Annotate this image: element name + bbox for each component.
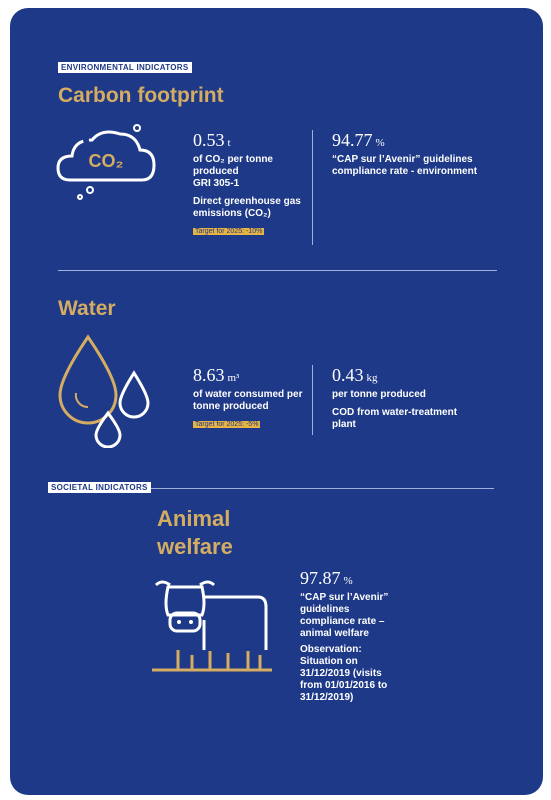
divider: [312, 365, 313, 435]
metric-value-row: 94.77%: [332, 130, 482, 151]
metric-value-row: 0.53 t: [193, 130, 305, 151]
metric-value: 97.87: [300, 568, 341, 588]
metric-text: of water consumed per tonne produced: [193, 389, 303, 412]
divider: [312, 130, 313, 245]
metric-detail: Situation on 31/12/2019 (visits from 01/…: [300, 656, 388, 703]
section-title: Water: [58, 297, 116, 320]
icon-text: CO₂: [89, 151, 124, 171]
separator: [58, 270, 497, 271]
metric-unit: t: [227, 137, 231, 149]
metric-detail: COD from water-treatment plant: [332, 407, 458, 430]
metric-value: 0.53: [193, 130, 225, 150]
metric-unit: m³: [227, 372, 240, 384]
metric-text: of CO₂ per tonne produced: [193, 154, 273, 177]
separator: [48, 488, 494, 489]
metric-text: “CAP sur l’Avenir” guidelines compliance…: [332, 154, 478, 177]
section-label: SOCIETAL INDICATORS: [48, 482, 151, 493]
co2-icon: CO₂: [56, 124, 156, 200]
metric-note: Observation:: [300, 644, 362, 655]
metric-target: Target for 2025: -10%: [193, 228, 265, 235]
metric: 8.63 m³ of water consumed per tonne produ…: [193, 365, 305, 431]
metric: 0.43 kg per tonne produced COD from water…: [332, 365, 482, 431]
metric-text: “CAP sur l’Avenir” guidelines compliance…: [300, 592, 389, 639]
metric: 97.87% “CAP sur l’Avenir” guidelines com…: [300, 568, 410, 704]
section-title: Carbon footprint: [58, 84, 224, 107]
section-title: Animal welfare: [157, 506, 233, 559]
metric-value-row: 97.87%: [300, 568, 410, 589]
metric-unit: %: [343, 575, 353, 587]
metric: 0.53 t of CO₂ per tonne produced GRI 305-…: [193, 130, 305, 238]
metric-value: 94.77: [332, 130, 373, 150]
metric-unit: %: [375, 137, 385, 149]
section-label: ENVIRONMENTAL INDICATORS: [58, 62, 192, 73]
metric-value-row: 8.63 m³: [193, 365, 305, 386]
metric-note: GRI 305-1: [193, 178, 240, 189]
metric-detail: Direct greenhouse gas emissions (CO₂): [193, 196, 301, 219]
metric-value-row: 0.43 kg: [332, 365, 482, 386]
metric-unit: kg: [366, 372, 378, 384]
metric-text: per tonne produced: [332, 389, 426, 400]
metric: 94.77% “CAP sur l’Avenir” guidelines com…: [332, 130, 482, 178]
metric-value: 8.63: [193, 365, 225, 385]
card: [10, 8, 543, 795]
water-icon: [58, 334, 150, 448]
metric-value: 0.43: [332, 365, 364, 385]
metric-target: Target for 2025: -5%: [193, 421, 261, 428]
cow-icon: [152, 580, 272, 672]
